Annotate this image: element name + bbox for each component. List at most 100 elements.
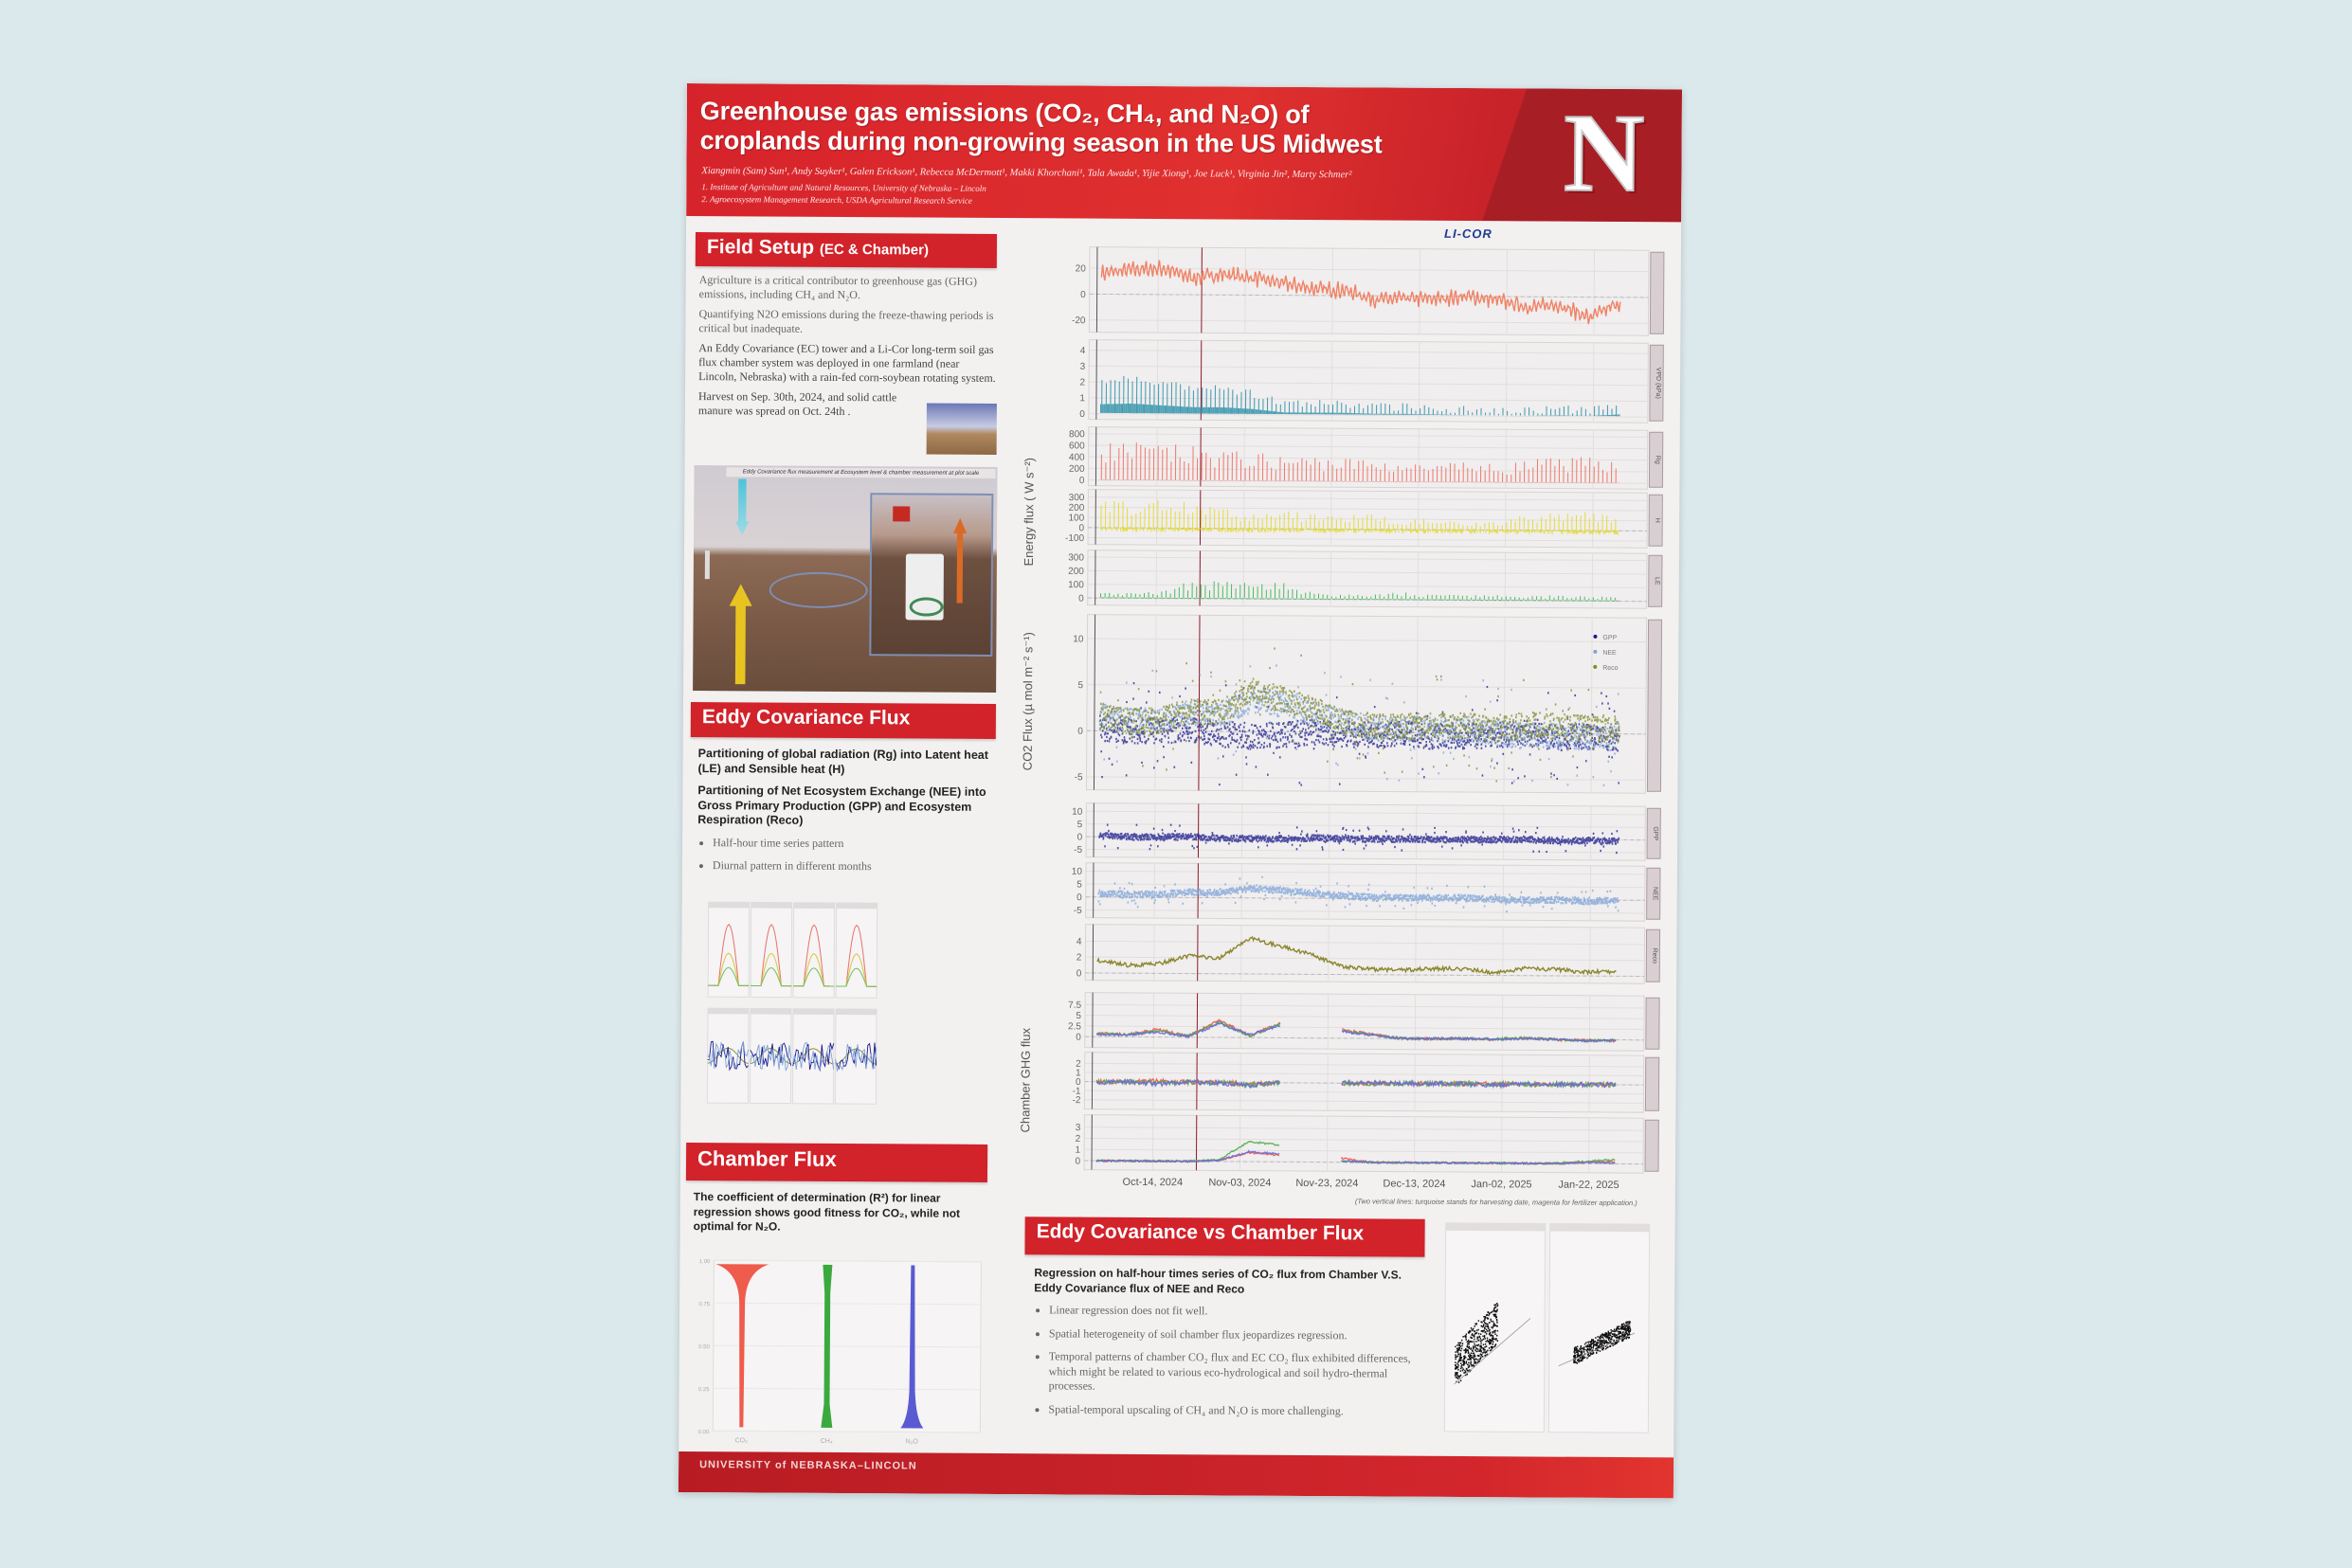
series-line — [1098, 647, 1620, 783]
legend-label: GPP — [1602, 635, 1617, 641]
x-tick-label: Nov-23, 2024 — [1295, 1178, 1358, 1189]
gridline — [1154, 615, 1157, 791]
chamber-area-circle — [769, 571, 868, 609]
gridline — [1089, 267, 1649, 273]
ec-vs-chamber-text: Regression on half-hour times series of … — [1033, 1266, 1422, 1428]
y-tick-label: 100 — [1068, 580, 1084, 590]
y-tick-label: 10 — [1072, 807, 1083, 818]
series-line — [1095, 1077, 1617, 1090]
scatter-panel — [1443, 1222, 1547, 1433]
event-line — [1093, 614, 1096, 790]
series-nee-0 — [1097, 875, 1619, 913]
series-line — [1096, 935, 1617, 976]
diurnal-curve — [836, 967, 877, 987]
gridline — [1243, 340, 1246, 421]
gridline — [1087, 638, 1647, 643]
event-line — [1095, 339, 1097, 420]
gridline — [714, 1302, 982, 1306]
ec-point-radiation: Partitioning of global radiation (Rg) in… — [697, 747, 988, 776]
y-tick-label: 200 — [1068, 567, 1084, 577]
x-tick-label: Nov-03, 2024 — [1208, 1177, 1271, 1188]
panel-co2: -5 0 5 10 GPP NEE Reco — [1073, 614, 1663, 794]
series-gpp-0 — [1098, 823, 1620, 855]
y-tick-label: 0 — [1078, 594, 1084, 604]
affiliation-1: 1. Institute of Agriculture and Natural … — [701, 182, 986, 193]
gridline — [1089, 350, 1649, 354]
y-tick-label: 0.25 — [698, 1387, 710, 1393]
licor-logo: LI-COR — [1444, 225, 1493, 242]
y-tick-label: 600 — [1069, 441, 1085, 451]
gridline — [1086, 848, 1646, 854]
ec-bullets: Half-hour time series pattern Diurnal pa… — [697, 836, 993, 875]
legend-label: Reco — [1602, 665, 1618, 672]
panel-strip — [1649, 251, 1665, 334]
gridline — [1157, 247, 1159, 333]
panel-strip — [1644, 1056, 1660, 1111]
violin-2 — [900, 1265, 924, 1429]
legend-label: NEE — [1602, 650, 1617, 657]
y-tick-label: 5 — [1076, 1011, 1081, 1021]
y-tick-label: 0.00 — [698, 1430, 710, 1435]
y-tick-label: 200 — [1069, 503, 1085, 514]
gridline — [1084, 1090, 1644, 1095]
bullet: Diurnal pattern in different months — [713, 858, 993, 874]
diurnal-curve — [793, 967, 835, 987]
gridline — [1086, 823, 1646, 828]
facet-strip — [836, 902, 877, 910]
series-line — [1097, 875, 1619, 913]
y-tick-label: 2 — [1076, 1134, 1081, 1144]
series-line — [1098, 581, 1619, 602]
zero-line — [1089, 293, 1649, 298]
upward-arrow-icon — [953, 518, 968, 604]
panel-strip-label: LE — [1654, 577, 1660, 586]
gridline — [1088, 467, 1648, 473]
gridline — [1085, 940, 1645, 946]
panel-strip — [1649, 344, 1664, 422]
gridline — [1505, 342, 1508, 423]
gridline — [1088, 456, 1648, 461]
panel-strip-label: Rg — [1655, 456, 1661, 464]
y-tick-label: 0 — [1077, 832, 1083, 842]
gridline — [1088, 537, 1648, 542]
paragraph: An Eddy Covariance (EC) tower and a Li-C… — [698, 341, 996, 385]
x-tick-label: CO₂ — [735, 1437, 749, 1444]
diurnal-curve — [707, 1040, 750, 1070]
y-tick-label: 0 — [1076, 1077, 1081, 1088]
facet-strip — [792, 1008, 835, 1015]
gridline — [1089, 381, 1649, 387]
gridline — [1416, 616, 1419, 792]
affiliation-2: 2. Agroecosystem Management Research, US… — [701, 194, 972, 206]
gridline — [1084, 1062, 1644, 1068]
event-line — [1095, 246, 1098, 333]
university-wordmark: UNIVERSITY of NEBRASKA–LINCOLN — [699, 1459, 917, 1472]
facet-strip — [708, 1008, 750, 1015]
facet-strip — [708, 902, 750, 909]
diurnal-curve — [835, 1043, 877, 1072]
facet-strip — [835, 1008, 877, 1016]
panel-strip — [1645, 928, 1661, 982]
gridline — [1087, 569, 1647, 575]
x-tick-label: N₂O — [906, 1438, 919, 1445]
panel-strip-label: NEE — [1652, 887, 1658, 901]
y-tick-label: 10 — [1073, 634, 1084, 644]
gridline — [1241, 615, 1244, 791]
y-tick-label: 4 — [1076, 937, 1082, 947]
panel-ta: -20 0 20 — [1072, 246, 1665, 336]
series-ch_ch4-2 — [1095, 1077, 1617, 1090]
regression-line — [1454, 1318, 1531, 1385]
gridline — [1085, 870, 1645, 875]
panel-background — [1085, 862, 1646, 922]
bullet: Spatial heterogeneity of soil chamber fl… — [1049, 1326, 1422, 1343]
y-tick-label: -5 — [1074, 845, 1082, 856]
y-tick-label: 100 — [1068, 514, 1084, 524]
panel-strip — [1646, 619, 1663, 792]
event-line — [1198, 615, 1201, 791]
scatter-points — [1572, 1321, 1632, 1364]
series-ch_co2-2 — [1095, 1021, 1617, 1043]
zero-line — [1085, 972, 1645, 978]
gridline — [1086, 776, 1646, 781]
diurnal-curve — [751, 967, 792, 987]
gridline — [1590, 617, 1593, 793]
